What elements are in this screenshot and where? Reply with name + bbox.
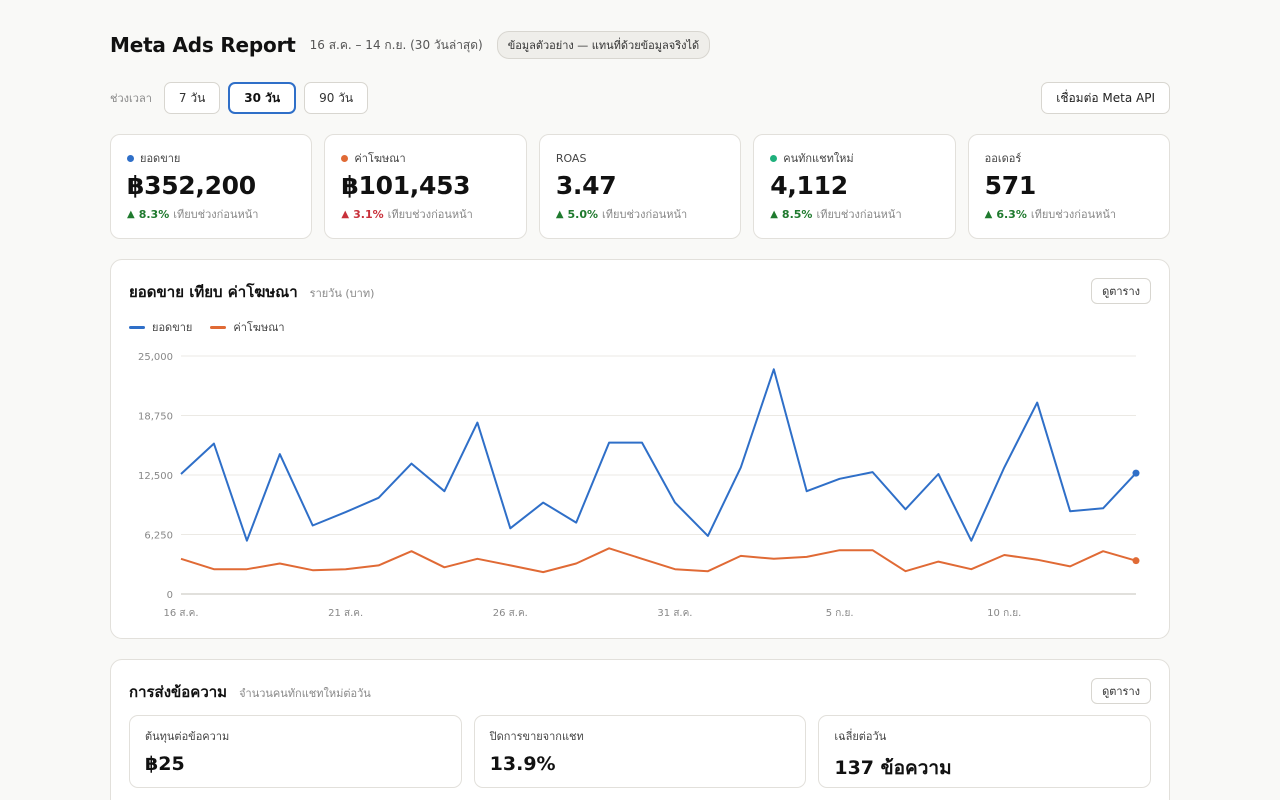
x-tick-label: 10 ก.ย. (987, 608, 1021, 619)
kpi-row: ยอดขาย ฿352,200 ▲ 8.3% เทียบช่วงก่อนหน้า ค… (110, 134, 1171, 239)
x-tick-label: 5 ก.ย. (826, 608, 854, 619)
stat-chat-close-rate: ปิดการขายจากแชท 13.9% (473, 715, 807, 788)
legend-item-sales[interactable]: ยอดขาย (129, 318, 192, 336)
chart-legend: ยอดขาย ค่าโฆษณา (129, 318, 303, 336)
ad-spend-end-point (1132, 557, 1140, 565)
range-label: ช่วงเวลา (110, 92, 152, 105)
triangle-up-icon: ▲ (984, 208, 993, 220)
sample-data-badge: ข้อมูลตัวอย่าง — แทนที่ด้วยข้อมูลจริงได้ (496, 31, 711, 59)
range-toolbar: ช่วงเวลา 7 วัน 30 วัน 90 วัน เชื่อมต่อ M… (110, 82, 1170, 114)
new-chats-dot-icon (770, 154, 778, 162)
x-tick-label: 31 ส.ค. (657, 608, 692, 619)
sales-line (180, 368, 1137, 542)
kpi-label: ยอดขาย (140, 152, 181, 165)
stat-cost-per-message: ต้นทุนต่อข้อความ ฿25 (129, 715, 462, 788)
sales-vs-spend-chart: 0 6,250 12,500 18,750 25,000 16 ส.ค. 21 ส.ค. 26… (138, 352, 1140, 619)
kpi-delta: ▲ 3.1% เทียบช่วงก่อนหน้า (341, 207, 473, 222)
page-title: Meta Ads Report (110, 33, 296, 57)
messaging-stats: ต้นทุนต่อข้อความ ฿25 ปิดการขายจากแชท 13.… (129, 715, 1152, 788)
kpi-card-new-chats: คนทักแชทใหม่ 4,112 ▲ 8.5% เทียบช่วงก่อนหน้… (753, 134, 956, 239)
y-tick-label: 6,250 (144, 531, 173, 542)
triangle-up-icon: ▲ (770, 208, 778, 220)
kpi-value: 571 (984, 171, 1037, 200)
triangle-up-icon: ▲ (127, 208, 135, 220)
kpi-delta: ▲ 5.0% เทียบช่วงก่อนหน้า (555, 207, 688, 222)
chart-subtitle: รายวัน (บาท) (309, 287, 375, 300)
range-90d-button[interactable]: 90 วัน (304, 82, 369, 114)
kpi-label: ค่าโฆษณา (354, 152, 406, 165)
y-tick-label: 12,500 (138, 471, 173, 482)
messaging-title: การส่งข้อความ (129, 683, 228, 701)
kpi-label: ROAS (555, 151, 587, 165)
kpi-card-roas: ROAS 3.47 ▲ 5.0% เทียบช่วงก่อนหน้า (538, 134, 742, 239)
triangle-up-icon: ▲ (341, 208, 350, 220)
kpi-delta: ▲ 8.3% เทียบช่วงก่อนหน้า (127, 207, 259, 222)
view-table-button[interactable]: ดูตาราง (1091, 678, 1151, 704)
sales-end-point (1132, 469, 1140, 477)
kpi-card-ad-spend: ค่าโฆษณา ฿101,453 ▲ 3.1% เทียบช่วงก่อนหน้า (324, 134, 527, 239)
kpi-value: 3.47 (555, 171, 617, 200)
messaging-subtitle: จำนวนคนทักแชทใหม่ต่อวัน (239, 687, 371, 700)
kpi-label: ออเดอร์ (984, 152, 1022, 165)
legend-swatch (129, 325, 145, 329)
x-tick-label: 26 ส.ค. (493, 608, 528, 619)
x-tick-label: 21 ส.ค. (328, 608, 363, 619)
kpi-value: ฿352,200 (127, 171, 256, 200)
connect-meta-api-button[interactable]: เชื่อมต่อ Meta API (1041, 82, 1170, 114)
kpi-delta: ▲ 8.5% เทียบช่วงก่อนหน้า (770, 207, 902, 222)
date-range-text: 16 ส.ค. – 14 ก.ย. (30 วันล่าสุด) (309, 37, 483, 52)
kpi-card-sales: ยอดขาย ฿352,200 ▲ 8.3% เทียบช่วงก่อนหน้า (110, 134, 313, 239)
x-tick-label: 16 ส.ค. (163, 608, 198, 619)
messaging-card: การส่งข้อความ จำนวนคนทักแชทใหม่ต่อวัน ดู… (110, 659, 1170, 800)
ad-spend-dot-icon (341, 154, 349, 162)
ad-spend-line (180, 547, 1137, 574)
view-table-button[interactable]: ดูตาราง (1091, 278, 1151, 304)
stat-daily-average: เฉลี่ยต่อวัน 137 ข้อความ (818, 715, 1152, 788)
y-tick-label: 25,000 (138, 352, 173, 363)
y-tick-label: 0 (167, 590, 173, 601)
kpi-card-orders: ออเดอร์ 571 ▲ 6.3% เทียบช่วงก่อนหน้า (967, 134, 1171, 239)
chart-title: ยอดขาย เทียบ ค่าโฆษณา (129, 283, 298, 301)
page-header: Meta Ads Report 16 ส.ค. – 14 ก.ย. (30 วั… (110, 30, 711, 60)
legend-item-ad-spend[interactable]: ค่าโฆษณา (210, 318, 285, 336)
triangle-up-icon: ▲ (555, 208, 564, 220)
kpi-label: คนทักแชทใหม่ (783, 152, 854, 165)
sales-vs-spend-card: 0 6,250 12,500 18,750 25,000 16 ส.ค. 21 ส.ค. 26… (110, 259, 1170, 639)
y-tick-label: 18,750 (138, 412, 173, 423)
legend-swatch (210, 325, 227, 329)
kpi-value: 4,112 (770, 171, 848, 200)
range-7d-button[interactable]: 7 วัน (163, 82, 221, 114)
kpi-value: ฿101,453 (341, 171, 471, 200)
sales-dot-icon (127, 154, 134, 162)
range-30d-button[interactable]: 30 วัน (228, 82, 297, 114)
kpi-delta: ▲ 6.3% เทียบช่วงก่อนหน้า (984, 207, 1117, 222)
